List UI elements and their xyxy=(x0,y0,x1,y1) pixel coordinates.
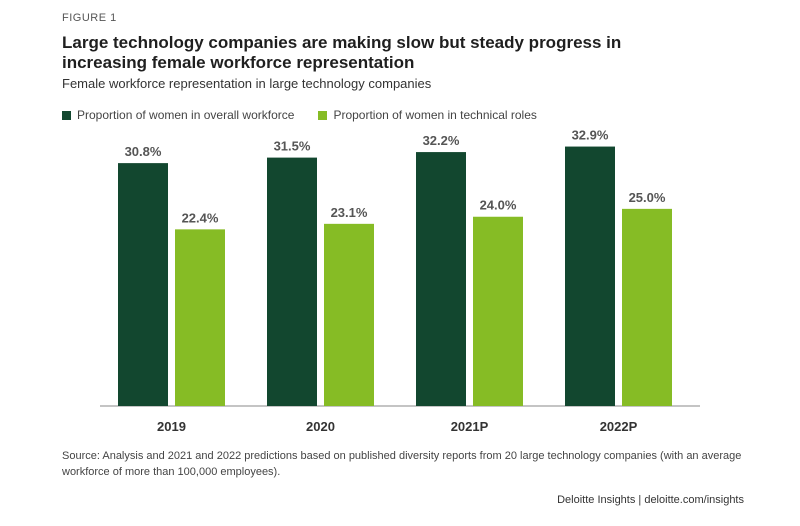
chart-legend: Proportion of women in overall workforce… xyxy=(62,108,561,122)
bar-overall-2019 xyxy=(118,163,168,406)
x-tick-label-2019: 2019 xyxy=(157,419,186,434)
legend-item-technical: Proportion of women in technical roles xyxy=(318,108,537,122)
data-label-technical-2021p: 24.0% xyxy=(480,198,517,213)
data-label-overall-2021p: 32.2% xyxy=(423,133,460,148)
data-label-overall-2022p: 32.9% xyxy=(572,128,609,143)
bar-technical-2020 xyxy=(324,223,374,406)
credit-line: Deloitte Insights | deloitte.com/insight… xyxy=(557,494,744,506)
x-tick-label-2020: 2020 xyxy=(306,419,335,434)
x-tick-label-2021p: 2021P xyxy=(451,419,489,434)
data-label-overall-2020: 31.5% xyxy=(274,139,311,154)
legend-label-technical: Proportion of women in technical roles xyxy=(333,108,537,122)
legend-swatch-overall xyxy=(62,110,71,120)
legend-label-overall: Proportion of women in overall workforce xyxy=(77,108,295,122)
chart-subtitle: Female workforce representation in large… xyxy=(62,76,432,91)
data-label-technical-2019: 22.4% xyxy=(182,210,219,225)
figure-label: FIGURE 1 xyxy=(62,12,117,24)
bar-technical-2022p xyxy=(622,208,672,406)
bar-overall-2022p xyxy=(565,146,615,406)
bar-overall-2020 xyxy=(267,157,317,406)
bar-technical-2019 xyxy=(175,229,225,406)
data-label-technical-2020: 23.1% xyxy=(331,205,368,220)
data-label-overall-2019: 30.8% xyxy=(125,144,162,159)
chart-title: Large technology companies are making sl… xyxy=(62,33,622,72)
source-note: Source: Analysis and 2021 and 2022 predi… xyxy=(62,450,742,478)
bar-overall-2021p xyxy=(416,152,466,406)
bar-technical-2021p xyxy=(473,216,523,406)
legend-swatch-technical xyxy=(318,110,328,120)
legend-item-overall: Proportion of women in overall workforce xyxy=(62,108,294,122)
data-label-technical-2022p: 25.0% xyxy=(629,190,666,205)
x-tick-label-2022p: 2022P xyxy=(600,419,638,434)
